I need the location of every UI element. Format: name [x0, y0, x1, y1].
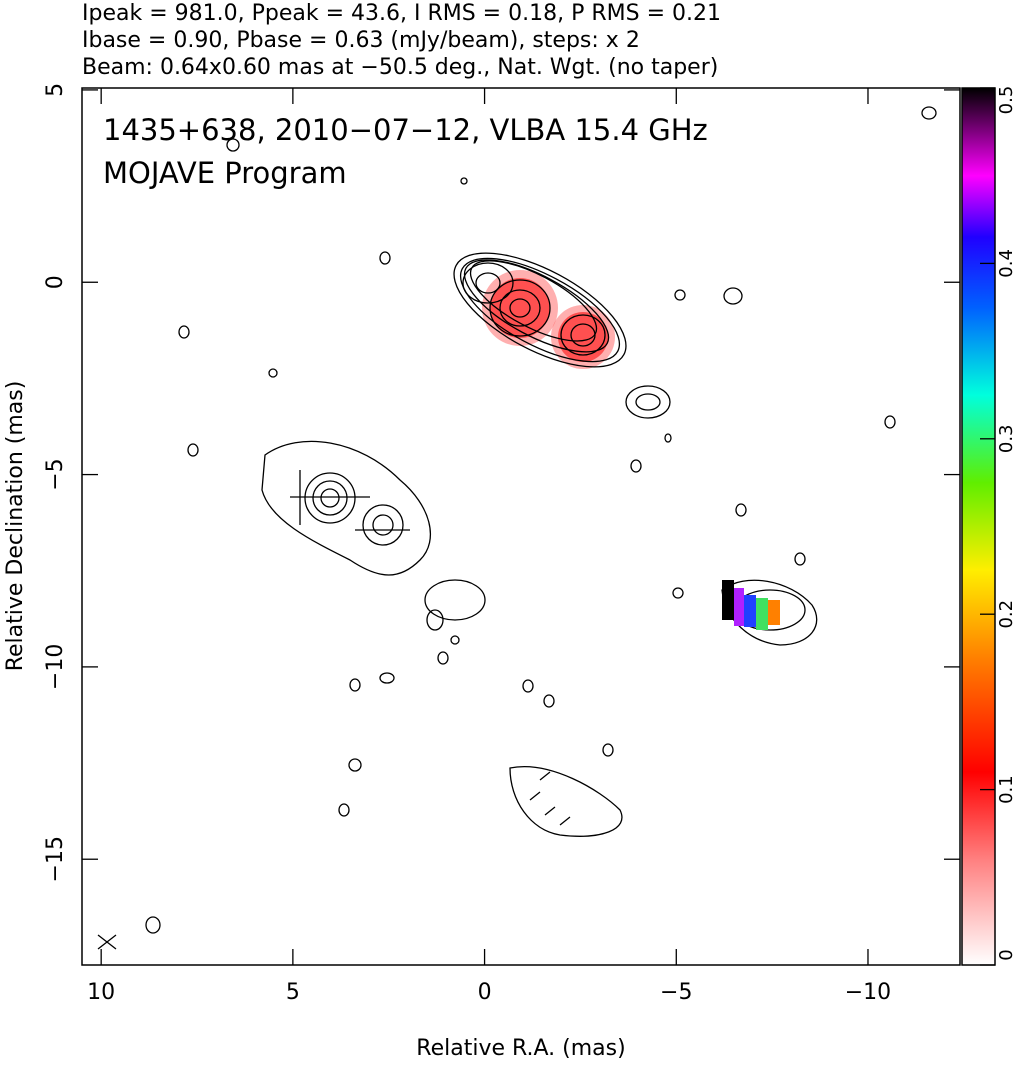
colorbar-tick-label: 0.5: [996, 86, 1017, 115]
x-tick-label: −10: [845, 980, 891, 1005]
colorbar: [961, 87, 996, 966]
map-title: 1435+638, 2010−07−12, VLBA 15.4 GHz: [103, 113, 708, 147]
x-tick-label: −5: [660, 980, 692, 1005]
contours: [97, 106, 937, 950]
y-tick-label: 0: [43, 275, 68, 289]
colorbar-tick-label: 0.1: [996, 775, 1017, 804]
colorbar-tick-label: 0.2: [996, 600, 1017, 629]
y-tick-label: −10: [43, 644, 68, 690]
x-axis-label: Relative R.A. (mas): [416, 1036, 625, 1061]
header-line: Beam: 0.64x0.60 mas at −50.5 deg., Nat. …: [82, 55, 718, 80]
x-tick-label: 5: [286, 980, 300, 1005]
colorbar-tick-label: 0.4: [996, 249, 1017, 278]
y-tick-label: −15: [43, 836, 68, 882]
colorbar-tick-label: 0.3: [996, 424, 1017, 453]
colorbar-tick-label: 0: [996, 949, 1017, 960]
x-tick-label: 10: [87, 980, 115, 1005]
map-subtitle: MOJAVE Program: [103, 156, 347, 190]
header-line: Ibase = 0.90, Pbase = 0.63 (mJy/beam), s…: [82, 28, 640, 53]
plot-frame: [81, 87, 961, 966]
x-tick-label: 0: [478, 980, 492, 1005]
header-line: Ipeak = 981.0, Ppeak = 43.6, I RMS = 0.1…: [82, 1, 721, 26]
y-axis-label: Relative Declination (mas): [3, 381, 28, 672]
y-tick-label: −5: [43, 458, 68, 490]
y-tick-label: 5: [43, 83, 68, 97]
